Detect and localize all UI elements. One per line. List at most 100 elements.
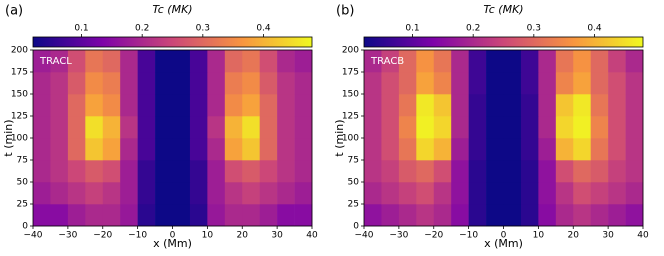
heatmap-cell — [538, 72, 557, 95]
heatmap-cell — [50, 94, 69, 117]
heatmap-cell — [224, 94, 243, 117]
heatmap-cell — [137, 94, 156, 117]
heatmap-cell — [50, 50, 69, 73]
heatmap-cell — [277, 116, 295, 139]
heatmap-cell — [50, 116, 69, 139]
heatmap-cell — [259, 50, 278, 73]
heatmap-cell — [137, 50, 156, 73]
panel: (a) Tc (MK) 0.1 0.2 0.3 0.4 TRACL −40 −30 −20 −10 0… — [2, 3, 318, 250]
colorbar-tick-label: 0.1 — [74, 24, 88, 34]
heatmap-cell — [364, 160, 382, 183]
heatmap-cell — [608, 204, 626, 227]
x-tick-label: 20 — [568, 231, 580, 241]
heatmap-cell — [590, 116, 609, 139]
colorbar-tick-label: 0.3 — [196, 24, 210, 34]
heatmap-cell — [155, 50, 173, 73]
heatmap-cell — [503, 116, 522, 139]
heatmap-cell — [259, 204, 278, 227]
heatmap-cell — [590, 50, 609, 73]
heatmap-cell — [520, 204, 539, 227]
heatmap-cell — [364, 138, 382, 161]
heatmap-cell — [416, 72, 435, 95]
heatmap-cell — [259, 116, 278, 139]
heatmap-cell — [33, 116, 51, 139]
y-tick-label: 175 — [342, 68, 359, 78]
heatmap-cell — [33, 94, 51, 117]
heatmap-cell — [259, 72, 278, 95]
heatmap-cell — [207, 182, 226, 205]
y-tick-label: 150 — [11, 90, 28, 100]
heatmap-cell — [33, 50, 51, 73]
heatmap-cell — [120, 204, 138, 227]
heatmap-cell — [67, 50, 86, 73]
y-axis-label: t (min) — [333, 119, 346, 156]
heatmap-cell — [189, 204, 208, 227]
heatmap-cell — [102, 72, 121, 95]
y-tick-label: 200 — [342, 46, 359, 56]
heatmap-cell — [625, 50, 644, 73]
heatmap-cell — [590, 204, 609, 227]
heatmap-cell — [277, 50, 295, 73]
heatmap-cell — [468, 160, 487, 183]
heatmap-cell — [468, 50, 487, 73]
x-tick-label: −10 — [128, 231, 147, 241]
heatmap-cell — [364, 72, 382, 95]
heatmap-cell — [451, 72, 469, 95]
heatmap-cell — [294, 160, 313, 183]
heatmap-cell — [468, 138, 487, 161]
heatmap-cell — [277, 182, 295, 205]
x-tick-label: 20 — [237, 231, 249, 241]
heatmap-cell — [50, 138, 69, 161]
heatmap-cell — [189, 94, 208, 117]
heatmap-cell — [67, 116, 86, 139]
colorbar-tick-label: 0.2 — [135, 24, 149, 34]
heatmap-cell — [155, 204, 173, 227]
heatmap-cell — [573, 72, 591, 95]
heatmap-cell — [102, 204, 121, 227]
heatmap-cell — [486, 72, 504, 95]
heatmap-cell — [590, 160, 609, 183]
y-tick-label: 25 — [348, 200, 359, 210]
y-tick-label: 100 — [11, 134, 28, 144]
y-tick-label: 150 — [342, 90, 359, 100]
heatmap-cell — [294, 182, 313, 205]
heatmap-cell — [416, 160, 435, 183]
heatmap-cell — [50, 204, 69, 227]
heatmap-cell — [364, 94, 382, 117]
heatmap-cell — [433, 116, 452, 139]
heatmap-cell — [398, 160, 417, 183]
heatmap-cell — [608, 138, 626, 161]
heatmap-cell — [573, 50, 591, 73]
heatmap-cell — [486, 50, 504, 73]
x-tick-label: 40 — [637, 231, 649, 241]
heatmap-cell — [381, 182, 400, 205]
heatmap-cell — [102, 94, 121, 117]
heatmap-cell — [590, 72, 609, 95]
heatmap-cell — [555, 94, 574, 117]
heatmap-cell — [520, 72, 539, 95]
heatmap-cell — [85, 50, 104, 73]
colorbar-tick-label: 0.1 — [405, 24, 419, 34]
heatmap-cell — [451, 160, 469, 183]
colorbar-tick-label: 0.3 — [527, 24, 541, 34]
x-tick-label: −40 — [355, 231, 374, 241]
heatmap-cell — [398, 204, 417, 227]
heatmap-cell — [155, 94, 173, 117]
heatmap-cell — [50, 72, 69, 95]
annotation: TRACB — [370, 56, 404, 67]
heatmap-cell — [538, 204, 557, 227]
x-tick-label: −30 — [389, 231, 408, 241]
heatmap-cell — [120, 138, 138, 161]
heatmap-cell — [85, 182, 104, 205]
heatmap-cell — [277, 204, 295, 227]
heatmap-cell — [520, 50, 539, 73]
heatmap-cell — [503, 94, 522, 117]
colorbar-label: Tc (MK) — [483, 3, 523, 16]
heatmap-cell — [294, 204, 313, 227]
heatmap-cell — [486, 116, 504, 139]
heatmap-cell — [625, 72, 644, 95]
heatmap-cell — [172, 50, 191, 73]
heatmap-cell — [33, 138, 51, 161]
heatmap-cell — [207, 204, 226, 227]
heatmap-cell — [120, 72, 138, 95]
